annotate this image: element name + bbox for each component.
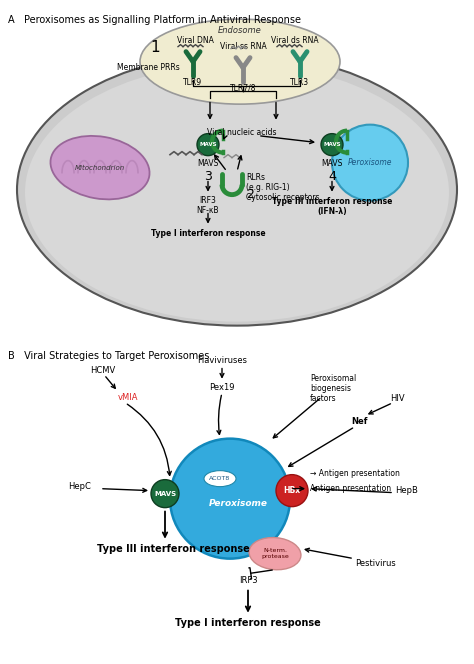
Circle shape <box>276 475 308 507</box>
Text: MAVS: MAVS <box>154 491 176 497</box>
Ellipse shape <box>50 136 149 199</box>
Text: MAVS: MAVS <box>199 142 217 147</box>
Circle shape <box>170 439 290 558</box>
Circle shape <box>151 479 179 508</box>
Circle shape <box>332 125 408 201</box>
Text: IRF3: IRF3 <box>239 576 257 584</box>
Text: Viral ds RNA: Viral ds RNA <box>271 36 319 44</box>
Ellipse shape <box>140 19 340 104</box>
Text: Peroxisome: Peroxisome <box>348 158 392 167</box>
Text: MAVS: MAVS <box>321 159 343 167</box>
Text: vMIA: vMIA <box>118 392 138 402</box>
Text: Type III interferon response: Type III interferon response <box>97 544 249 554</box>
FancyArrowPatch shape <box>217 395 221 434</box>
Text: HepB: HepB <box>395 486 418 495</box>
Text: ACOT8: ACOT8 <box>210 476 231 481</box>
Text: Flaviviruses: Flaviviruses <box>197 356 247 365</box>
Ellipse shape <box>249 538 301 570</box>
Text: HepC: HepC <box>68 482 91 491</box>
Text: HIV: HIV <box>390 394 405 402</box>
Text: MAVS: MAVS <box>197 159 219 167</box>
Circle shape <box>197 133 219 155</box>
Text: Type III interferon response
(IFN-λ): Type III interferon response (IFN-λ) <box>272 197 392 216</box>
Circle shape <box>321 133 343 155</box>
FancyArrowPatch shape <box>128 404 171 475</box>
Text: Peroxisome: Peroxisome <box>209 499 267 508</box>
Text: N-term.
protease: N-term. protease <box>261 548 289 559</box>
Text: IRF3
NF-κB: IRF3 NF-κB <box>197 196 219 215</box>
Text: HCMV: HCMV <box>90 366 115 374</box>
Text: Nef: Nef <box>352 416 368 426</box>
Text: RLRs
(e.g. RIG-1)
Cytosolic receptors: RLRs (e.g. RIG-1) Cytosolic receptors <box>246 173 319 203</box>
Ellipse shape <box>25 64 449 321</box>
Text: 4: 4 <box>328 169 336 183</box>
Text: TLR3: TLR3 <box>291 78 310 86</box>
Text: Antigen presentation: Antigen presentation <box>310 484 391 493</box>
Text: → Antigen presentation: → Antigen presentation <box>310 469 400 478</box>
Text: Type I interferon response: Type I interferon response <box>175 618 321 627</box>
Text: Membrane PRRs: Membrane PRRs <box>117 63 179 72</box>
Ellipse shape <box>204 471 236 487</box>
Text: Viral DNA: Viral DNA <box>176 36 213 44</box>
Text: Viral nucleic acids: Viral nucleic acids <box>207 128 277 137</box>
Text: B   Viral Strategies to Target Peroxisomes: B Viral Strategies to Target Peroxisomes <box>8 351 210 361</box>
Text: HBx: HBx <box>283 486 301 495</box>
Text: Viral ss RNA: Viral ss RNA <box>219 42 266 50</box>
Text: A   Peroxisomes as Signalling Platform in Antiviral Response: A Peroxisomes as Signalling Platform in … <box>8 15 301 25</box>
Text: Pex19: Pex19 <box>209 382 235 392</box>
Text: 3: 3 <box>204 169 212 183</box>
Text: Pestivirus: Pestivirus <box>355 559 396 568</box>
Ellipse shape <box>17 54 457 325</box>
Text: Mitochondrion: Mitochondrion <box>75 165 125 171</box>
Text: TLR9: TLR9 <box>183 78 202 86</box>
Text: 1: 1 <box>150 40 160 55</box>
Text: Type I interferon response: Type I interferon response <box>151 228 265 238</box>
Text: MAVS: MAVS <box>323 142 341 147</box>
Text: Peroxisomal
biogenesis
factors: Peroxisomal biogenesis factors <box>310 374 356 404</box>
Text: TLR7/8: TLR7/8 <box>230 84 256 93</box>
Text: Endosome: Endosome <box>218 26 262 35</box>
Text: 2: 2 <box>246 188 254 201</box>
